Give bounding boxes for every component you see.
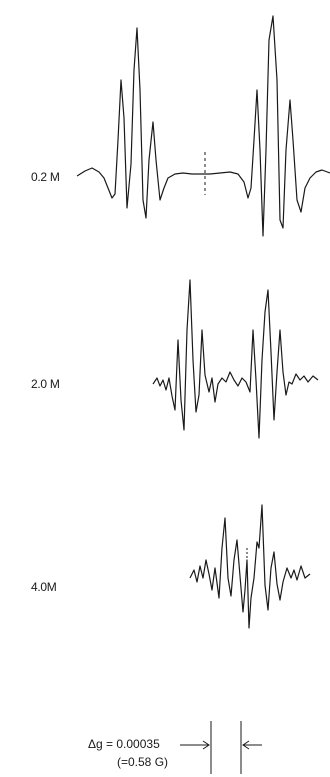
delta-g-label: Δg = 0.00035 [88,737,160,751]
epr-trace-0-2m [76,15,330,237]
epr-trace-2-0m [152,279,319,439]
arrow-left-icon [242,740,250,750]
arrow-right-icon [202,740,210,750]
trace-label-2-0m: 2.0 M [31,377,60,391]
trace-label-4-0m: 4.0M [31,580,57,594]
delta-g-gauss-label: (=0.58 G) [117,755,169,769]
trace-label-0-2m: 0.2 M [31,170,60,184]
epr-trace-4-0m [189,504,311,629]
